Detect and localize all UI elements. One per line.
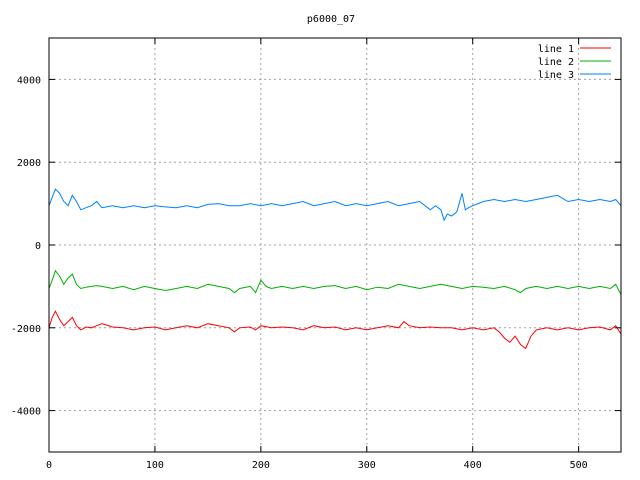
axis-ticks: 0 100 200 300 400 500 -4000 -2000 0 2000 4000 [11, 38, 621, 471]
series-line-1 [48, 310, 622, 350]
legend-label: line 3 [538, 70, 574, 81]
x-tick-label: 300 [358, 460, 376, 471]
legend-label: line 1 [538, 44, 574, 55]
y-tick-label: 0 [35, 241, 41, 252]
legend: line 1 line 2 line 3 [538, 44, 611, 81]
series-layer [48, 188, 622, 350]
legend-label: line 2 [538, 57, 574, 68]
grid [49, 38, 621, 452]
y-tick-label: 2000 [17, 158, 41, 169]
series-line-3 [48, 188, 622, 222]
x-tick-label: 100 [146, 460, 164, 471]
x-tick-label: 400 [464, 460, 482, 471]
y-tick-label: -4000 [11, 407, 41, 418]
y-tick-label: -2000 [11, 324, 41, 335]
y-tick-label: 4000 [17, 75, 41, 86]
x-tick-label: 500 [570, 460, 588, 471]
x-tick-label: 200 [252, 460, 270, 471]
chart-title: p6000_07 [307, 14, 355, 25]
series-line-2 [48, 269, 622, 295]
x-tick-label: 0 [46, 460, 52, 471]
